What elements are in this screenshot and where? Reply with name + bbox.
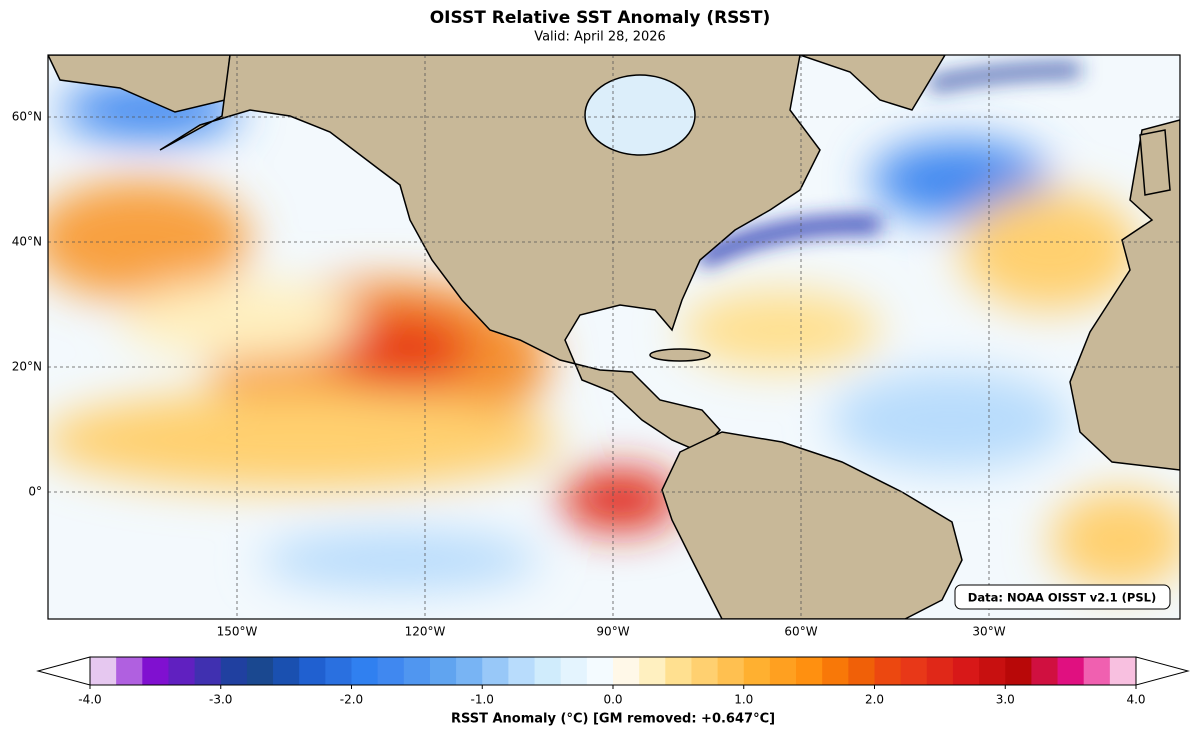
map-frame [47, 54, 1181, 620]
colorbar-tick-label: -1.0 [471, 693, 494, 707]
colorbar-segment [743, 657, 771, 685]
colorbar-tick-label: 2.0 [865, 693, 884, 707]
colorbar-segment [1031, 657, 1059, 685]
map [48, 55, 1180, 619]
colorbar-tick-label: -3.0 [209, 693, 232, 707]
lat-label: 20°N [12, 360, 42, 374]
colorbar-segment [456, 657, 483, 685]
lat-label: 60°N [12, 110, 42, 124]
colorbar-segment [822, 657, 849, 685]
colorbar-tick-label: 0.0 [603, 693, 622, 707]
colorbar-segment [246, 657, 274, 685]
colorbar-segment [220, 657, 248, 685]
colorbar-segment [1005, 657, 1032, 685]
colorbar-segment [769, 657, 797, 685]
colorbar-segment [299, 657, 326, 685]
colorbar-segment [194, 657, 222, 685]
colorbar-extend-high [1135, 656, 1190, 686]
colorbar-segment [90, 657, 117, 685]
colorbar-segment [429, 657, 457, 685]
lat-label: 40°N [12, 235, 42, 249]
lat-label: 0° [28, 485, 42, 499]
graticule [48, 55, 1180, 619]
colorbar-tick-label: 4.0 [1126, 693, 1145, 707]
colorbar-segment [717, 657, 745, 685]
title: OISST Relative SST Anomaly (RSST) [430, 8, 771, 28]
colorbar-segment [691, 657, 719, 685]
colorbar-segment [665, 657, 692, 685]
colorbar-segment [142, 657, 169, 685]
colorbar-segment [1083, 657, 1111, 685]
hudson-bay [584, 74, 696, 156]
colorbar-segment [377, 657, 405, 685]
lon-label: 30°W [972, 625, 1005, 639]
colorbar-segment [874, 657, 902, 685]
colorbar-segment [1057, 657, 1085, 685]
colorbar-segment [403, 657, 431, 685]
lon-label: 90°W [596, 625, 629, 639]
colorbar-segment [325, 657, 352, 685]
colorbar-segment [586, 657, 614, 685]
colorbar-segment [952, 657, 980, 685]
lon-label: 120°W [405, 625, 446, 639]
colorbar-segment [534, 657, 562, 685]
colorbar-segment [979, 657, 1006, 685]
colorbar-segment [613, 657, 640, 685]
anomaly-field [48, 80, 1180, 590]
colorbar-segment [168, 657, 196, 685]
lon-label: 150°W [217, 625, 258, 639]
colorbar-segment [273, 657, 300, 685]
subtitle: Valid: April 28, 2026 [534, 30, 666, 45]
colorbar-extend-low [36, 656, 91, 686]
colorbar-segment [1109, 657, 1137, 685]
colorbar-segment [482, 657, 509, 685]
lon-label: 60°W [784, 625, 817, 639]
colorbar-tick-label: -4.0 [78, 693, 101, 707]
colorbar-segment [926, 657, 954, 685]
colorbar-tick-label: 1.0 [734, 693, 753, 707]
colorbar-tick-label: 3.0 [996, 693, 1015, 707]
colorbar-segment [116, 657, 143, 685]
colorbar-tick-label: -2.0 [340, 693, 363, 707]
source-box [954, 584, 1171, 610]
colorbar-segment [351, 657, 379, 685]
colorbar-segment [796, 657, 823, 685]
colorbar-segment [508, 657, 536, 685]
colorbar-label: RSST Anomaly (°C) [GM removed: +0.647°C] [451, 712, 775, 727]
colorbar-segment [848, 657, 875, 685]
colorbar-segment [639, 657, 666, 685]
colorbar-segment [560, 657, 588, 685]
colorbar-segment [900, 657, 928, 685]
source-note: Data: NOAA OISST v2.1 (PSL) [968, 591, 1156, 605]
